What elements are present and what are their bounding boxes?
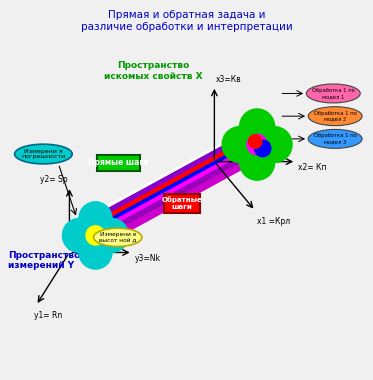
Ellipse shape (94, 228, 142, 246)
Circle shape (254, 140, 271, 157)
Text: x2= Кп: x2= Кп (298, 163, 326, 173)
Circle shape (86, 226, 105, 245)
Ellipse shape (257, 127, 292, 163)
Text: Пространство
искомых свойств X: Пространство искомых свойств X (104, 61, 203, 81)
Text: Прямые шаги: Прямые шаги (88, 158, 149, 167)
Text: Обработка 1 по
модел 2: Обработка 1 по модел 2 (314, 111, 357, 122)
Text: Пространство
измерений Y: Пространство измерений Y (8, 250, 80, 270)
Text: y1= Rn: y1= Rn (34, 311, 62, 320)
Ellipse shape (62, 218, 95, 252)
FancyBboxPatch shape (97, 155, 140, 171)
Ellipse shape (79, 235, 112, 269)
Text: Измерени е
высот ной д: Измерени е высот ной д (99, 232, 137, 243)
Ellipse shape (95, 218, 128, 252)
Text: x3=Кв: x3=Кв (216, 75, 242, 84)
Ellipse shape (222, 127, 257, 163)
Ellipse shape (306, 84, 360, 103)
Text: Обратные
шаги: Обратные шаги (162, 196, 202, 210)
Text: y3=Nk: y3=Nk (135, 254, 160, 263)
Ellipse shape (239, 144, 275, 180)
Ellipse shape (15, 144, 72, 164)
Circle shape (248, 135, 262, 148)
FancyBboxPatch shape (164, 194, 200, 213)
Circle shape (247, 135, 267, 155)
Ellipse shape (308, 107, 362, 126)
Text: y2= Sp: y2= Sp (40, 175, 68, 184)
Text: Обработка 1 по
модел 3: Обработка 1 по модел 3 (314, 133, 357, 144)
Text: Обработка 1 по
модел 1: Обработка 1 по модел 1 (312, 88, 355, 99)
Ellipse shape (79, 202, 112, 236)
Ellipse shape (308, 130, 362, 148)
Text: Измерени я
погрешности: Измерени я погрешности (21, 149, 66, 160)
Text: Прямая и обратная задача и
различие обработки и интерпретации: Прямая и обратная задача и различие обра… (81, 10, 292, 32)
Ellipse shape (239, 109, 275, 145)
Text: x1 =Крл: x1 =Крл (257, 217, 290, 225)
